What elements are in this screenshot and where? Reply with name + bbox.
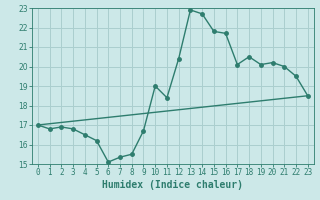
X-axis label: Humidex (Indice chaleur): Humidex (Indice chaleur): [102, 180, 243, 190]
